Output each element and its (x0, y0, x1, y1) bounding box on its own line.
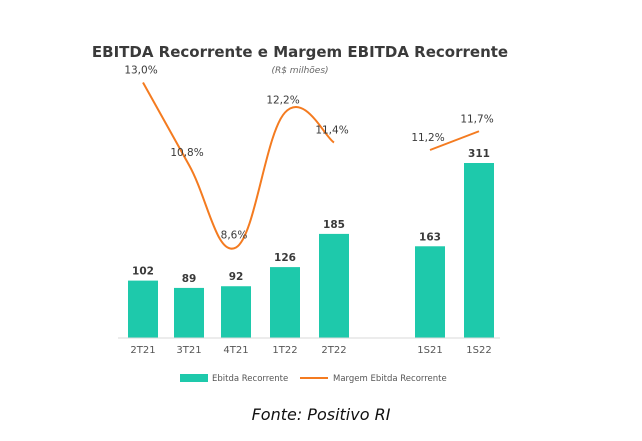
x-tick-1s21: 1S21 (417, 345, 442, 356)
x-tick-4t21: 4T21 (223, 345, 248, 356)
margin-label-2t22: 11,4% (315, 125, 348, 137)
margin-line-segment-1 (142, 82, 335, 250)
bar-value-3t21: 89 (182, 273, 197, 285)
bar-value-2t21: 102 (132, 266, 154, 278)
legend-label-ebitda: Ebitda Recorrente (212, 374, 288, 384)
bar-1s22 (464, 163, 494, 338)
x-tick-1t22: 1T22 (272, 345, 297, 356)
margin-label-4t21: 8,6% (221, 230, 248, 242)
legend: Ebitda Recorrente Margem Ebitda Recorren… (180, 374, 447, 384)
bar-value-1s22: 311 (468, 148, 490, 160)
bar-4t21 (221, 286, 251, 338)
bars-group: 102 89 92 126 185 163 311 (128, 148, 494, 338)
source-caption: Fonte: Positivo RI (251, 405, 391, 424)
margin-label-1s22: 11,7% (460, 113, 493, 125)
bar-value-1t22: 126 (274, 252, 296, 264)
x-tick-2t21: 2T21 (130, 345, 155, 356)
margin-label-3t21: 10,8% (170, 147, 203, 159)
bar-value-2t22: 185 (323, 219, 345, 231)
margin-lines-group: 13,0% 10,8% 8,6% 12,2% 11,4% 11,2% 11,7% (124, 65, 494, 250)
margin-label-2t21: 13,0% (124, 65, 157, 77)
bar-1s21 (415, 246, 445, 338)
chart-subtitle: (R$ milhões) (271, 66, 328, 76)
chart: EBITDA Recorrente e Margem EBITDA Recorr… (92, 43, 508, 384)
bar-value-4t21: 92 (229, 271, 244, 283)
bar-value-1s21: 163 (419, 231, 441, 243)
margin-label-1s21: 11,2% (411, 132, 444, 144)
margin-line-segment-2 (429, 130, 480, 151)
x-tick-2t22: 2T22 (321, 345, 346, 356)
bar-1t22 (270, 267, 300, 338)
legend-label-margem: Margem Ebitda Recorrente (333, 374, 447, 384)
chart-title: EBITDA Recorrente e Margem EBITDA Recorr… (92, 43, 508, 61)
x-tick-1s22: 1S22 (466, 345, 491, 356)
margin-label-1t22: 12,2% (266, 95, 299, 107)
bar-3t21 (174, 287, 204, 338)
legend-swatch-ebitda (180, 374, 208, 382)
x-tick-3t21: 3T21 (176, 345, 201, 356)
bar-2t21 (128, 280, 158, 338)
x-tick-labels: 2T21 3T21 4T21 1T22 2T22 1S21 1S22 (130, 345, 491, 356)
bar-2t22 (319, 233, 349, 338)
